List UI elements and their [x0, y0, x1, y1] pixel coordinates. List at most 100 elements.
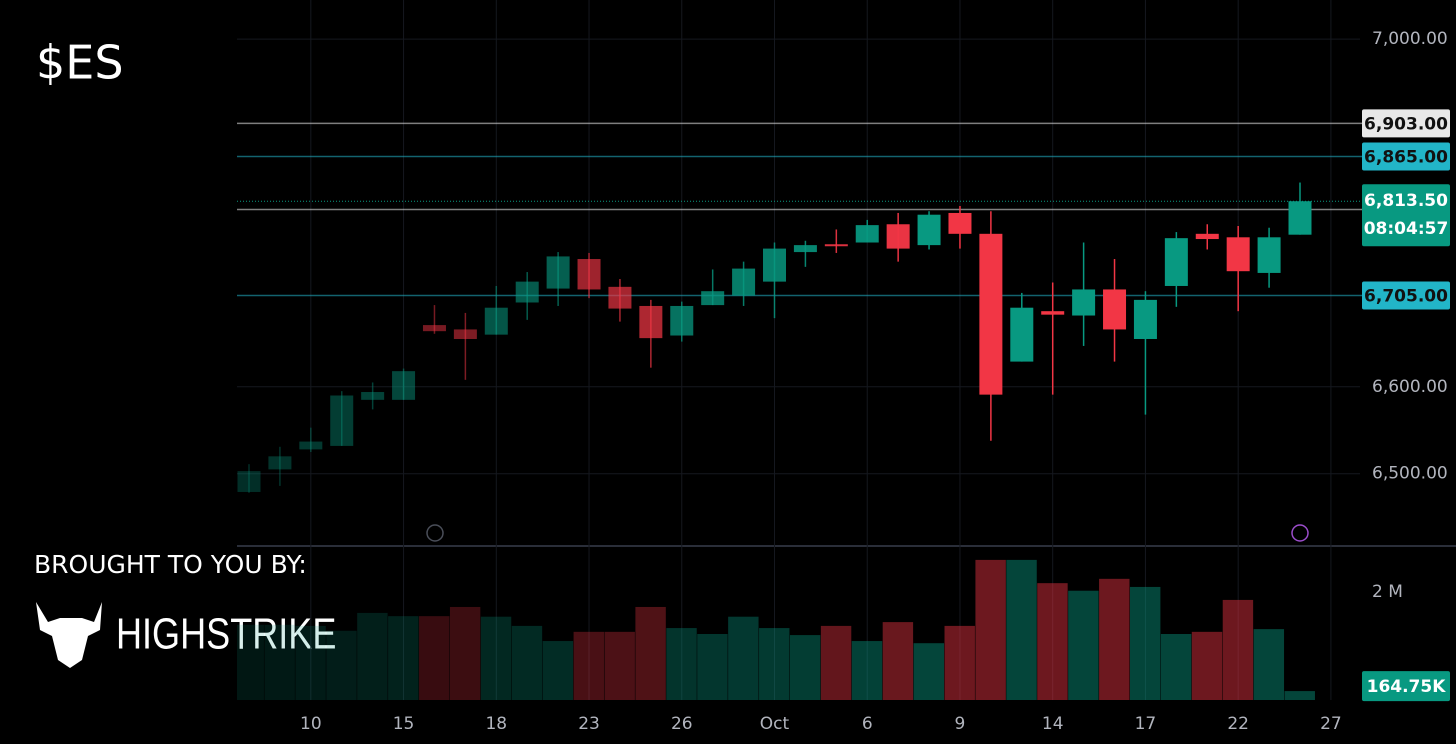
x-tick-label: 27	[1320, 714, 1342, 734]
volume-bar	[635, 606, 666, 700]
x-tick-label: 14	[1042, 714, 1064, 734]
candle-body	[422, 325, 446, 332]
volume-bar	[264, 624, 295, 700]
brand-name: HIGHSTRIKE	[116, 609, 336, 658]
volume-bar	[820, 625, 852, 700]
candle-body	[577, 259, 601, 290]
volume-bar	[419, 616, 450, 700]
volume-bar	[1284, 691, 1315, 700]
candle-body	[1164, 238, 1188, 286]
volume-bar	[480, 616, 512, 700]
volume-value-label: 164.75K	[1367, 677, 1447, 697]
candle-body	[979, 233, 1003, 395]
bull-logo	[36, 602, 102, 668]
x-tick-label: Oct	[760, 714, 790, 734]
candle-body	[732, 268, 756, 296]
candle-body	[608, 286, 632, 309]
chart-title: $ES	[36, 36, 124, 90]
y-tick-label: 6,600.00	[1372, 377, 1448, 397]
candle-body	[1257, 237, 1281, 273]
x-tick-label: 6	[862, 714, 873, 734]
volume-tick-label: 2 M	[1372, 582, 1403, 602]
level-label-box	[1362, 109, 1450, 138]
candle-body	[701, 291, 725, 306]
volume-bar	[697, 634, 728, 700]
x-tick-label: 9	[955, 714, 966, 734]
volume-bar	[357, 612, 388, 700]
volume-label-box	[1362, 671, 1450, 702]
candle-body	[1226, 237, 1250, 272]
candle-body	[330, 395, 354, 446]
volume-bar	[388, 616, 419, 700]
volume-bar	[851, 641, 883, 700]
y-tick-label: 7,000.00	[1372, 29, 1448, 49]
candle-body	[237, 471, 261, 492]
candle-body	[917, 214, 941, 246]
candle-body	[268, 456, 292, 470]
candle-body	[1010, 307, 1034, 362]
volume-bar	[604, 631, 635, 700]
x-tick-label: 15	[393, 714, 415, 734]
candle-body	[392, 371, 416, 400]
level-label: 6,705.00	[1364, 287, 1448, 307]
candle-body	[886, 224, 910, 249]
level-label: 6,903.00	[1364, 114, 1448, 134]
candle-body	[515, 281, 539, 303]
x-tick-label: 17	[1135, 714, 1157, 734]
volume-bar	[728, 616, 759, 700]
candle-body	[1072, 289, 1096, 316]
volume-bar	[1222, 599, 1254, 700]
candle-body	[299, 441, 323, 450]
volume-bar	[1037, 583, 1068, 700]
volume-bar	[573, 631, 604, 700]
volume-bar	[975, 559, 1006, 700]
volume-bar	[1160, 634, 1192, 700]
volume-bar	[1006, 559, 1037, 700]
volume-bar	[913, 643, 945, 700]
candle-body	[361, 392, 385, 400]
candle-body	[824, 244, 848, 247]
countdown: 08:04:57	[1364, 219, 1449, 239]
event-icon	[426, 524, 444, 542]
volume-bar	[666, 628, 697, 700]
level-label-box	[1362, 142, 1450, 171]
volume-bar	[1191, 631, 1223, 700]
volume-bar	[789, 635, 821, 700]
volume-bar	[759, 628, 790, 700]
candle-body	[1041, 311, 1065, 315]
volume-bar	[237, 624, 264, 700]
brand-heading: BROUGHT TO YOU BY:	[34, 550, 307, 579]
candle-body	[1103, 289, 1127, 330]
volume-bar	[295, 625, 326, 700]
level-label-box	[1362, 281, 1450, 310]
candle-body	[763, 248, 786, 282]
candle-body	[546, 256, 570, 289]
candle-body	[1288, 201, 1312, 235]
candle-body	[639, 305, 663, 339]
volume-bar	[1099, 578, 1130, 700]
candle-body	[484, 307, 508, 335]
volume-bar	[326, 630, 357, 700]
candle-body	[1195, 233, 1219, 240]
event-icon	[1291, 524, 1309, 542]
candle-body	[1133, 299, 1157, 339]
candle-body	[855, 225, 879, 243]
volume-bar	[1129, 586, 1161, 700]
y-tick-label: 6,500.00	[1372, 464, 1448, 484]
candle-body	[948, 212, 972, 234]
last-price-label: 6,813.50	[1364, 191, 1448, 211]
x-tick-label: 10	[300, 714, 322, 734]
x-tick-label: 18	[485, 714, 507, 734]
x-tick-label: 26	[671, 714, 693, 734]
last-price-box	[1362, 184, 1450, 247]
volume-bar	[944, 625, 975, 700]
level-label: 6,865.00	[1364, 147, 1448, 167]
volume-bar	[449, 606, 481, 700]
volume-bar	[1253, 629, 1285, 700]
x-tick-label: 23	[578, 714, 600, 734]
volume-bar	[1068, 590, 1099, 700]
candle-body	[670, 305, 694, 336]
volume-bar	[542, 641, 574, 700]
candle-body	[793, 245, 817, 253]
